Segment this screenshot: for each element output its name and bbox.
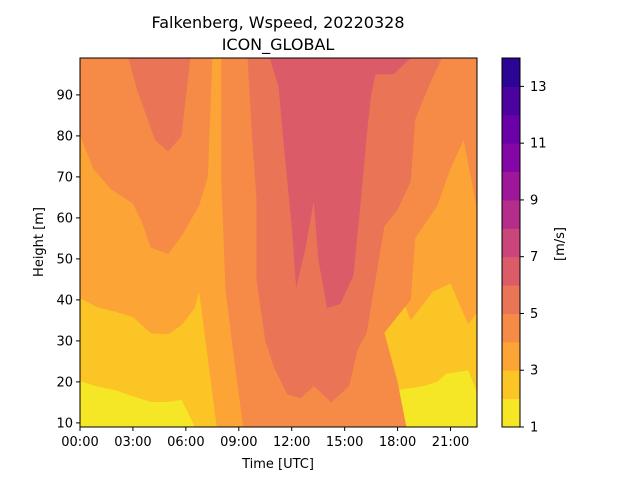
colorbar-label: [m/s] <box>553 227 568 261</box>
colorbar-swatch <box>502 341 520 371</box>
x-tick-label: 21:00 <box>432 435 469 450</box>
colorbar-tick-label: 11 <box>530 137 547 152</box>
y-tick-label: 10 <box>56 416 73 431</box>
x-tick-label: 18:00 <box>379 435 416 450</box>
plot-frame <box>79 57 478 428</box>
x-tick-label: 00:00 <box>61 435 98 450</box>
x-axis: 00:00 03:00 06:00 09:00 12:00 15:00 18:00 21:00 <box>61 427 469 450</box>
colorbar-swatch <box>502 256 520 286</box>
y-axis: 10 20 30 40 50 60 70 80 90 <box>56 88 80 431</box>
x-tick-label: 09:00 <box>220 435 257 450</box>
y-tick-label: 30 <box>56 334 73 349</box>
y-tick-label: 70 <box>56 170 73 185</box>
colorbar-swatch <box>502 199 520 229</box>
colorbar-tick-label: 5 <box>530 307 538 322</box>
colorbar-swatch <box>502 114 520 144</box>
y-tick-label: 20 <box>56 375 73 390</box>
x-tick-label: 06:00 <box>167 435 204 450</box>
colorbar-swatch <box>502 171 520 201</box>
x-tick-label: 15:00 <box>326 435 363 450</box>
colorbar-tick-label: 7 <box>530 250 538 265</box>
colorbar-swatch <box>502 58 520 87</box>
colorbar-swatch <box>502 86 520 116</box>
colorbar-swatch <box>502 285 520 314</box>
plot-area <box>80 58 477 427</box>
chart-title: Falkenberg, Wspeed, 20220328 <box>151 13 404 32</box>
y-axis-label: Height [m] <box>32 207 47 277</box>
colorbar-swatch <box>502 313 520 343</box>
x-axis-label: Time [UTC] <box>241 457 314 472</box>
y-tick-label: 40 <box>56 293 73 308</box>
y-tick-label: 60 <box>56 211 73 226</box>
colorbar-frame <box>501 57 521 428</box>
colorbar-tick-label: 3 <box>530 364 538 379</box>
colorbar-tick-label: 1 <box>530 421 538 436</box>
colorbar-swatch <box>502 228 520 258</box>
colorbar-swatch <box>502 398 520 428</box>
colorbar-tick-label: 13 <box>530 80 547 95</box>
y-tick-label: 50 <box>56 252 73 267</box>
colorbar-tick-label: 9 <box>530 193 538 208</box>
x-tick-label: 12:00 <box>273 435 310 450</box>
x-tick-label: 03:00 <box>114 435 151 450</box>
chart-subtitle: ICON_GLOBAL <box>222 35 335 55</box>
colorbar-swatch <box>502 143 520 173</box>
contour-band-6 <box>269 58 411 309</box>
y-tick-label: 90 <box>56 88 73 103</box>
colorbar-swatch <box>502 370 520 400</box>
y-tick-label: 80 <box>56 129 73 144</box>
